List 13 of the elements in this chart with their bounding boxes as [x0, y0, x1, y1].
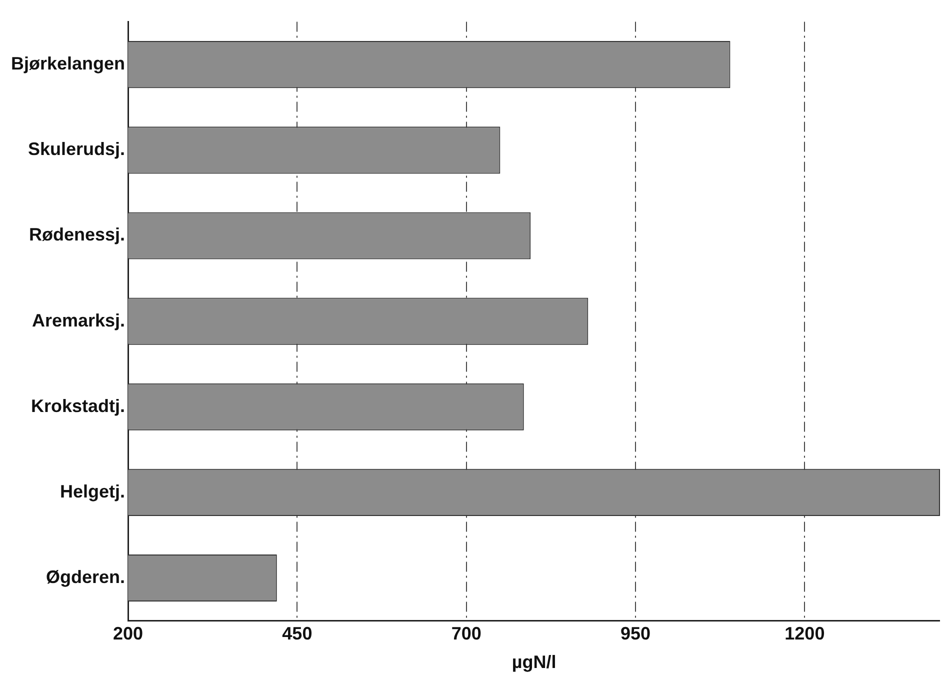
y-tick-label: Aremarksj.	[32, 310, 126, 330]
y-tick-label: Helgetj.	[60, 481, 126, 502]
x-tick-label: 450	[282, 624, 312, 644]
y-tick-label: Øgderen.	[46, 566, 126, 587]
x-axis-title: µgN/l	[512, 652, 556, 672]
x-tick-label: 700	[451, 624, 482, 644]
x-tick-label: 200	[113, 624, 144, 644]
y-tick-label: Skulerudsj.	[28, 139, 126, 160]
y-tick-label: Krokstadtj.	[31, 396, 126, 416]
y-tick-label: Rødenessj.	[29, 224, 126, 245]
x-tick-label: 1200	[784, 624, 825, 644]
x-tick-label: 950	[620, 624, 651, 644]
y-tick-label: Bjørkelangen	[11, 54, 126, 74]
